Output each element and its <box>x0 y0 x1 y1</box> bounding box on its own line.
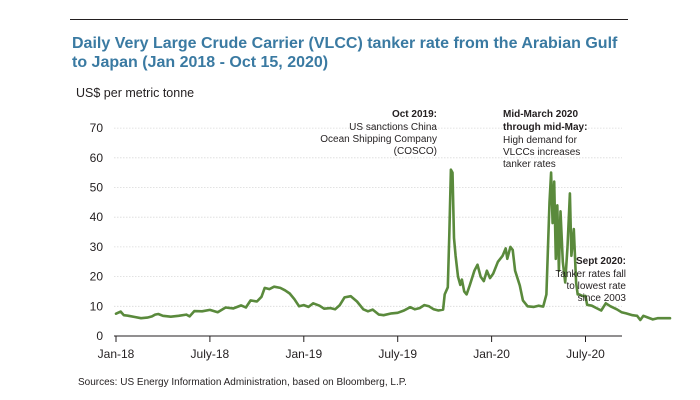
y-tick-label: 30 <box>90 240 104 254</box>
series-line-vlcc-rate <box>114 168 672 322</box>
x-tick-label: Jan-18 <box>98 347 135 361</box>
y-tick-label: 10 <box>90 299 104 313</box>
annotation-mid-march-2020-line: VLCCs increases <box>503 147 580 158</box>
annotation-oct-2019: Oct 2019: US sanctions China Ocean Shipp… <box>320 109 437 157</box>
annotation-sept-2020-line: Tanker rates fall <box>555 269 626 280</box>
x-tick-label: July-19 <box>378 347 417 361</box>
annotation-oct-2019-line: US sanctions China <box>349 122 437 133</box>
x-axis-ticks: Jan-18 July-18 Jan-19 July-19 Jan-20 July-20 <box>98 336 605 361</box>
annotation-mid-march-2020-line: High demand for <box>503 135 578 146</box>
annotation-sept-2020-line: since 2003 <box>578 293 627 304</box>
y-tick-label: 60 <box>90 151 104 165</box>
y-tick-label: 0 <box>96 329 103 343</box>
top-rule <box>70 19 628 20</box>
annotation-mid-march-2020-line: tanker rates <box>503 159 556 170</box>
y-tick-label: 20 <box>90 270 104 284</box>
chart-title: Daily Very Large Crude Carrier (VLCC) ta… <box>72 35 618 71</box>
x-tick-label: Jan-19 <box>285 347 322 361</box>
source-note: Sources: US Energy Information Administr… <box>78 377 407 388</box>
annotation-sept-2020: Sept 2020: Tanker rates fall to lowest r… <box>555 256 626 304</box>
x-tick-label: July-18 <box>191 347 230 361</box>
annotation-mid-march-2020: Mid-March 2020 through mid-May: High dem… <box>503 109 587 170</box>
annotation-mid-march-2020-title: Mid-March 2020 <box>503 109 578 120</box>
annotation-oct-2019-line: (COSCO) <box>394 146 437 157</box>
y-tick-label: 40 <box>90 210 104 224</box>
annotation-sept-2020-line: to lowest rate <box>567 281 627 292</box>
annotation-mid-march-2020-title-2: through mid-May: <box>503 122 587 133</box>
annotation-sept-2020-title: Sept 2020: <box>576 256 626 267</box>
y-axis-ticks: 0 10 20 30 40 50 60 70 <box>90 121 104 343</box>
x-tick-label: Jan-20 <box>473 347 510 361</box>
annotation-oct-2019-line: Ocean Shipping Company <box>320 134 437 145</box>
annotation-oct-2019-title: Oct 2019: <box>392 109 437 120</box>
y-tick-label: 70 <box>90 121 104 135</box>
y-axis-label: US$ per metric tonne <box>76 86 195 100</box>
x-tick-label: July-20 <box>566 347 605 361</box>
y-tick-label: 50 <box>90 181 104 195</box>
